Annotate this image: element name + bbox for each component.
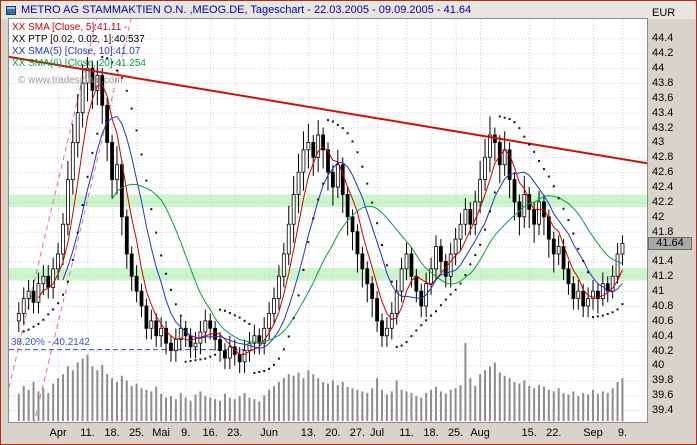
x-axis-tick: 20. xyxy=(325,427,341,439)
fib-retracement-label: 38.20% - 40.2142 xyxy=(11,336,90,348)
last-price-marker: 41.64 xyxy=(648,236,692,250)
x-axis-tick: 18. xyxy=(423,427,439,439)
y-axis-tick: 41.8 xyxy=(652,225,674,238)
psar-dots xyxy=(22,55,624,374)
y-axis-tick: 41 xyxy=(652,285,665,298)
y-axis-tick: 44.4 xyxy=(652,32,674,45)
x-axis-tick: Jul xyxy=(370,427,385,439)
window-icon xyxy=(6,5,16,15)
y-axis-tick: 40.6 xyxy=(652,314,674,327)
y-axis-tick: 40.2 xyxy=(652,344,674,357)
y-axis-tick: 40.8 xyxy=(652,300,674,312)
y-axis-tick: 42.8 xyxy=(652,151,674,164)
y-axis-tick: 40.4 xyxy=(652,329,674,342)
moving-average-lines xyxy=(38,83,623,355)
plot-area[interactable] xyxy=(8,18,648,423)
y-axis-tick: 42.2 xyxy=(652,195,674,208)
support-bands xyxy=(9,194,647,281)
x-axis-tick: 9. xyxy=(181,427,191,439)
legend-sma-10[interactable]: XX SMA(5) [Close, 10]:41.07 xyxy=(12,46,141,57)
y-axis-tick: 43.8 xyxy=(652,76,674,89)
y-axis-tick: 41.2 xyxy=(652,270,674,283)
x-axis-tick: 22. xyxy=(546,427,562,439)
legend-sma-20[interactable]: XX SMA(6) [Close, 20]:41.254 xyxy=(12,58,146,69)
legend-sma-5[interactable]: XX SMA [Close, 5]:41.11 - xyxy=(12,22,128,33)
x-axis-tick: 27. xyxy=(349,427,366,439)
y-axis-tick: 41.4 xyxy=(652,255,674,268)
x-axis-tick: 11. xyxy=(80,427,95,439)
price-chart-canvas[interactable] xyxy=(9,19,647,422)
y-axis-tick: 42 xyxy=(652,210,665,223)
time-axis[interactable]: Apr 11. 18. 25. Mai 9. 16. 23. Jun 13. 20. 27. Jul 11… xyxy=(1,422,648,444)
y-axis-tick: 43.2 xyxy=(652,121,674,134)
candlestick-series xyxy=(16,56,625,373)
y-axis-tick: 42.4 xyxy=(652,181,674,194)
x-axis-tick: 25. xyxy=(128,427,145,439)
price-axis[interactable]: EUR 44.4 44.2 44 43.8 43.6 43.4 43.2 43 42.8 42.6… xyxy=(648,1,696,422)
legend-ptp[interactable]: XX PTP [0.02, 0.02, 1]:40.537 xyxy=(12,34,145,45)
y-axis-tick: 43.4 xyxy=(652,106,674,119)
x-axis-tick: 11. xyxy=(399,427,414,439)
x-axis-tick: 25. xyxy=(447,427,464,439)
x-axis-tick: Aug xyxy=(470,427,490,439)
watermark: © www.tradesignal.com xyxy=(18,75,123,86)
y-axis-tick: 43 xyxy=(652,136,665,149)
x-axis-tick: 13. xyxy=(300,427,316,439)
y-axis-tick: 39.8 xyxy=(652,374,674,387)
x-axis-tick: Sep xyxy=(583,427,603,439)
y-axis-tick: 43.6 xyxy=(652,91,674,104)
x-axis-tick: Jun xyxy=(260,427,278,439)
y-axis-tick: 39.4 xyxy=(652,404,674,417)
x-axis-tick: 18. xyxy=(104,427,120,439)
volume-bars xyxy=(17,343,624,421)
x-axis-tick: 9. xyxy=(617,427,628,439)
x-axis-tick: Mai xyxy=(152,427,170,439)
indicator-legend: XX SMA [Close, 5]:41.11 - XX PTP [0.02, … xyxy=(12,22,146,70)
y-axis-tick: 40 xyxy=(652,359,665,372)
downtrend-line xyxy=(9,55,647,165)
chart-title: METRO AG STAMMAKTIEN O.N. ,MEOG.DE, Tage… xyxy=(21,4,472,16)
y-axis-tick: 42.6 xyxy=(652,166,674,179)
y-axis-tick: 39.6 xyxy=(652,389,674,402)
x-axis-tick: 16. xyxy=(202,427,218,439)
y-axis-tick: 44.2 xyxy=(652,47,674,60)
x-axis-tick: 15. xyxy=(521,427,537,439)
x-axis-tick: Apr xyxy=(49,427,67,439)
currency-label: EUR xyxy=(652,7,676,19)
y-axis-tick: 44 xyxy=(652,62,665,75)
x-axis-tick: 23. xyxy=(227,427,243,439)
title-bar: METRO AG STAMMAKTIEN O.N. ,MEOG.DE, Tage… xyxy=(1,1,696,19)
